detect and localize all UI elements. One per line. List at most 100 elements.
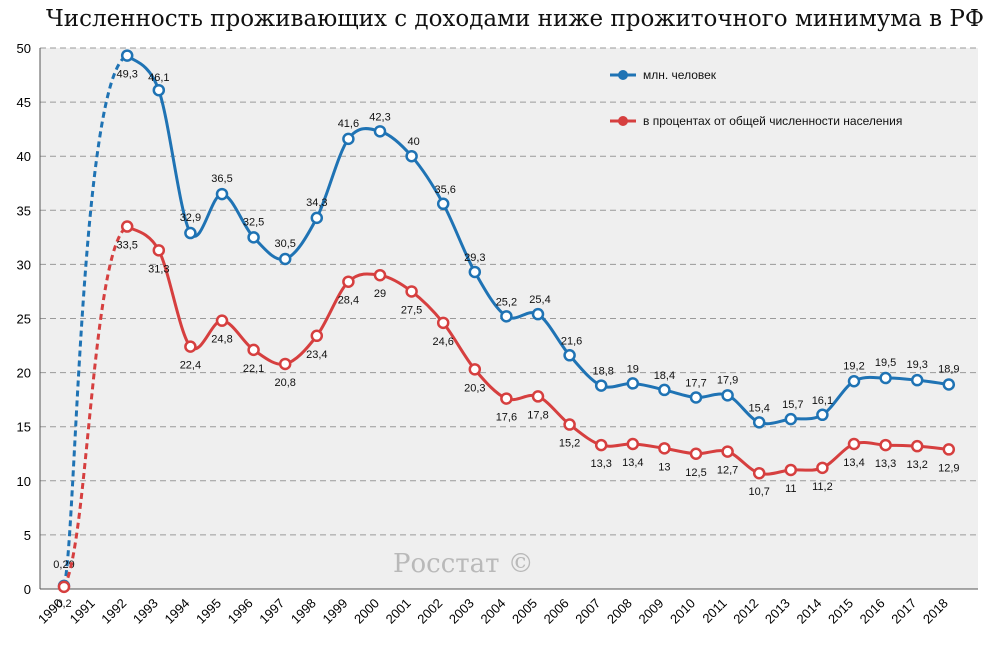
x-tick-label: 1992 <box>98 596 129 627</box>
x-tick-label: 2005 <box>509 596 540 627</box>
series-1-data-label: 35,6 <box>434 184 455 196</box>
series-2-point <box>563 418 576 431</box>
x-tick-label: 2012 <box>730 596 761 627</box>
series-2-data-label: 31,3 <box>148 263 169 275</box>
series-1-point <box>342 132 355 146</box>
x-tick-label: 1993 <box>130 596 161 627</box>
series-2-point <box>405 285 418 298</box>
series-1-data-label: 32,9 <box>180 212 201 224</box>
series-1-data-label: 15,4 <box>748 402 769 414</box>
series-1-point <box>120 49 134 62</box>
series-2-point <box>752 466 766 480</box>
series-2-data-label: 12,9 <box>938 462 959 474</box>
x-tick-label: 1994 <box>161 596 192 627</box>
series-1-point <box>373 125 387 138</box>
series-2-data-label: 17,8 <box>527 409 548 421</box>
x-tick-label: 2011 <box>699 596 729 626</box>
series-2-data-label: 22,1 <box>243 363 264 375</box>
x-tick-label: 2015 <box>825 596 856 627</box>
series-2-data-label: 24,8 <box>211 334 232 346</box>
series-1-point <box>500 310 513 323</box>
x-tick-label: 2008 <box>604 596 635 627</box>
series-2-point <box>689 447 703 460</box>
x-tick-label: 2001 <box>383 596 414 627</box>
series-2-point <box>784 463 798 477</box>
series-2-point <box>342 275 355 288</box>
series-1-line <box>126 54 950 426</box>
series-1-point <box>626 377 640 390</box>
series-2-point <box>594 438 608 452</box>
x-tick-label: 1998 <box>288 596 319 627</box>
x-tick-label: 1999 <box>319 596 350 627</box>
y-tick-label: 40 <box>17 149 31 164</box>
x-tick-label: 2014 <box>793 596 824 627</box>
series-1-point <box>215 187 229 201</box>
series-1-point <box>436 197 450 211</box>
y-tick-label: 35 <box>17 203 31 218</box>
watermark: Росстат © <box>393 549 534 579</box>
series-1-data-label: 42,3 <box>369 111 390 123</box>
x-tick-label: 2016 <box>857 596 888 627</box>
series-1-data-label: 18,9 <box>938 364 959 376</box>
series-1-data-label: 17,9 <box>717 374 738 386</box>
y-tick-label: 30 <box>17 257 31 272</box>
series-2-point <box>658 442 671 455</box>
legend-label: в процентах от общей численности населен… <box>643 114 902 128</box>
series-1-point <box>721 389 734 402</box>
series-2-data-label: 20,3 <box>464 382 485 394</box>
series-2-point <box>942 443 956 456</box>
series-1-data-label: 49,3 <box>116 69 137 81</box>
series-2-point <box>184 340 197 353</box>
legend-marker <box>618 116 628 126</box>
x-tick-label: 2010 <box>667 596 698 627</box>
series-1-data-label: 25,2 <box>496 296 517 308</box>
legend-label: млн. человек <box>643 68 717 82</box>
series-1-point <box>879 371 892 385</box>
series-1-data-label: 18,8 <box>592 366 613 378</box>
series-2-data-label: 13,3 <box>590 458 611 470</box>
series-1-data-label: 34,3 <box>306 197 327 209</box>
series-2-data-label: 13,4 <box>622 457 643 469</box>
series-1-point <box>531 307 545 321</box>
series-1-data-label: 40 <box>407 136 419 148</box>
x-tick-label: 2007 <box>572 596 603 627</box>
series-1-point <box>184 226 197 240</box>
series-2-point <box>120 220 134 233</box>
series-2-gap-line <box>62 225 129 588</box>
series-1-data-label: 29,3 <box>464 252 485 264</box>
series-2-point <box>721 445 734 458</box>
y-tick-label: 15 <box>17 420 31 435</box>
series-1-data-label: 19,2 <box>843 360 864 372</box>
series-1-point <box>784 412 798 426</box>
series-2-point <box>816 461 829 475</box>
series-1-point <box>752 416 766 429</box>
series-1-point <box>816 408 829 422</box>
series-2-point <box>626 437 640 451</box>
series-2-point <box>152 244 166 257</box>
series-1-point <box>310 211 324 225</box>
series-2-data-label: 15,2 <box>559 438 580 450</box>
series-2-data-label: 13,3 <box>875 458 896 470</box>
x-tick-label: 2000 <box>351 596 382 627</box>
series-1-point <box>278 252 292 266</box>
y-tick-label: 25 <box>17 312 31 327</box>
series-2-point <box>436 316 450 330</box>
series-2-point <box>910 439 924 453</box>
series-2-data-label: 0,2 <box>56 598 71 610</box>
series-1-data-label: 32,5 <box>243 216 264 228</box>
x-tick-label: 1997 <box>256 596 287 627</box>
series-1-data-label: 19 <box>627 363 639 375</box>
y-tick-label: 5 <box>24 528 31 543</box>
series-1-data-label: 18,4 <box>654 370 675 382</box>
x-tick-label: 2009 <box>635 596 666 627</box>
series-1-point <box>468 265 482 279</box>
legend-marker <box>618 70 628 80</box>
series-1-data-label: 36,5 <box>211 173 232 185</box>
series-2-data-label: 20,8 <box>274 377 295 389</box>
series-2-data-label: 13 <box>658 461 670 473</box>
series-1-point <box>594 379 608 392</box>
series-1-data-label: 21,6 <box>561 335 582 347</box>
x-tick-label: 2002 <box>414 596 445 627</box>
series-2-data-label: 13,4 <box>843 457 864 469</box>
